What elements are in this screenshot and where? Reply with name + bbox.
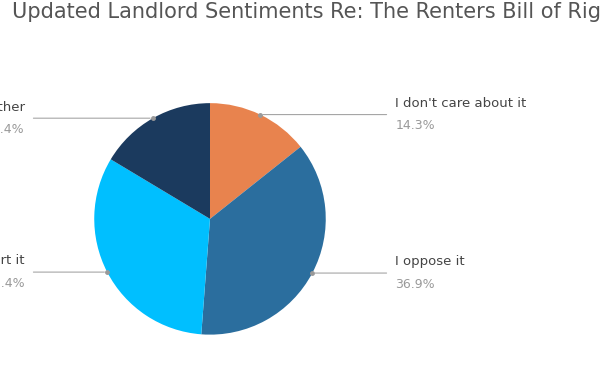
Wedge shape <box>210 103 301 219</box>
Text: 16.4%: 16.4% <box>0 123 25 136</box>
Text: Other: Other <box>0 101 25 114</box>
Text: 32.4%: 32.4% <box>0 277 25 290</box>
Text: I oppose it: I oppose it <box>395 255 465 269</box>
Wedge shape <box>201 147 326 335</box>
Text: I don't care about it: I don't care about it <box>395 97 526 110</box>
Text: I support it: I support it <box>0 255 25 267</box>
Text: Updated Landlord Sentiments Re: The Renters Bill of Rights: Updated Landlord Sentiments Re: The Rent… <box>12 2 600 22</box>
Text: 14.3%: 14.3% <box>395 119 435 132</box>
Text: 36.9%: 36.9% <box>395 278 435 291</box>
Wedge shape <box>111 103 210 219</box>
Wedge shape <box>94 159 210 334</box>
